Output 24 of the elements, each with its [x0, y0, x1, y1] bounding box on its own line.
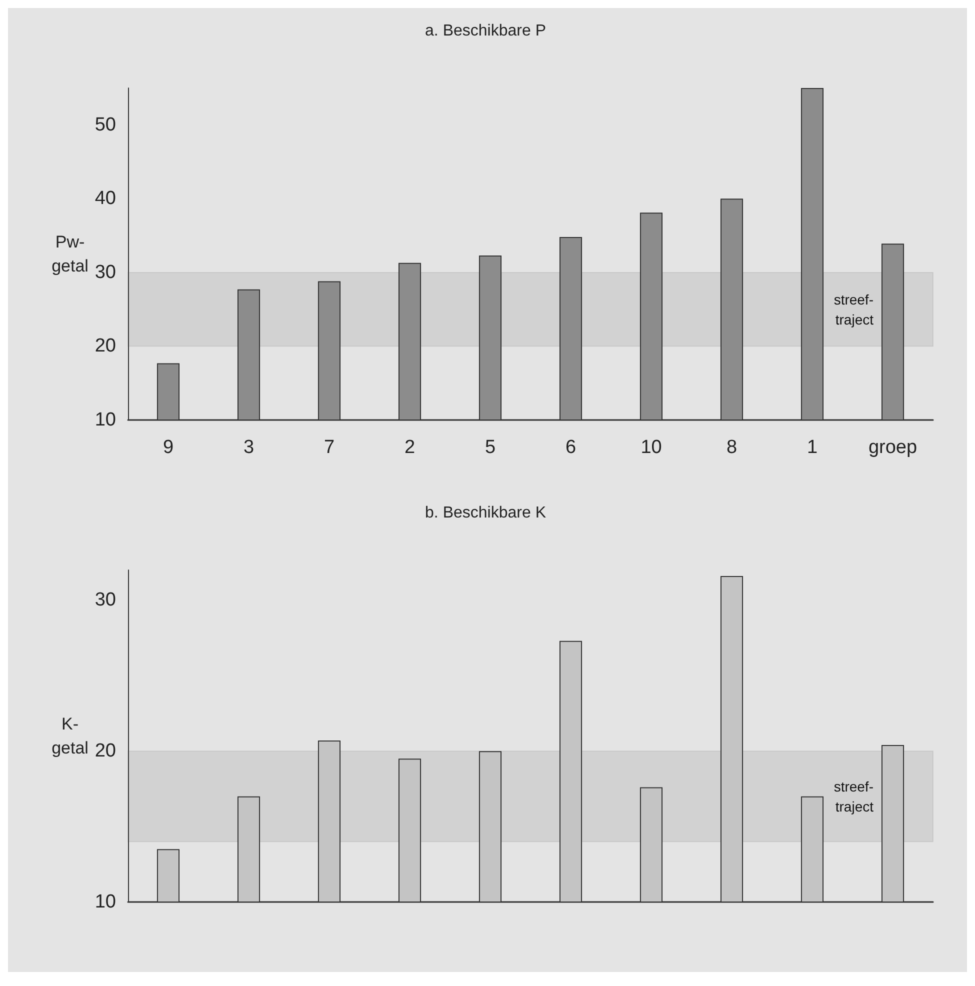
x-tick-label: 9 — [162, 437, 174, 458]
band-label: streef- traject — [834, 291, 874, 328]
y-tick-label: 30 — [94, 590, 116, 611]
y-tick-label: 10 — [94, 410, 116, 430]
y-tick-label: 50 — [94, 114, 116, 136]
x-tick-label: groep — [868, 437, 918, 458]
y-tick-label: 20 — [94, 740, 116, 762]
y-tick-label: 30 — [94, 262, 116, 283]
x-tick-label: 1 — [806, 437, 818, 458]
x-tick-label: 5 — [484, 437, 496, 458]
x-tick-label: 3 — [243, 437, 254, 458]
y-axis-title: Pw- getal — [52, 232, 88, 276]
x-tick-label: 6 — [565, 437, 576, 458]
y-tick-label: 40 — [94, 188, 116, 210]
y-tick-label: 10 — [94, 892, 116, 912]
y-axis-title: K- getal — [52, 714, 88, 758]
chart-title: a. Beschikbare P — [425, 22, 546, 40]
x-tick-label: 10 — [640, 437, 662, 458]
y-tick-label: 20 — [94, 336, 116, 357]
x-tick-label: 7 — [324, 437, 335, 458]
chart-title: b. Beschikbare K — [425, 504, 546, 522]
band-label: streef- traject — [834, 778, 874, 814]
x-tick-label: 2 — [404, 437, 416, 458]
x-tick-label: 8 — [726, 437, 738, 458]
